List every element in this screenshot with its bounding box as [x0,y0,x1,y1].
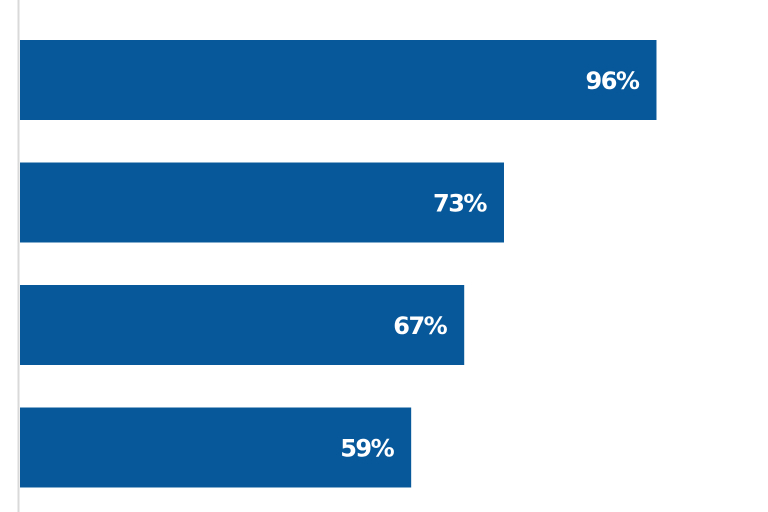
value-label: 67% [393,312,447,340]
value-label: 73% [433,190,487,218]
bar [20,40,657,120]
bar [20,162,504,243]
value-label: 59% [340,435,394,463]
bar [20,285,465,365]
value-label: 96% [586,67,640,95]
bar [20,407,412,488]
